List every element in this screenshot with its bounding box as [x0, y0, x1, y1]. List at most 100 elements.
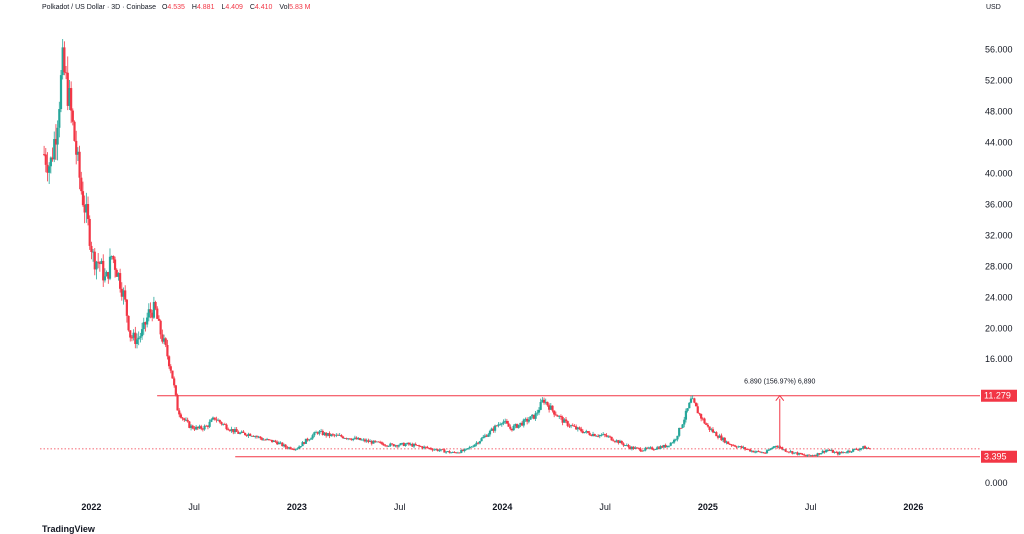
candle-body	[625, 445, 628, 446]
support-price-tag: 3.395	[981, 450, 1017, 463]
candle	[549, 403, 552, 410]
candle	[610, 436, 613, 441]
candle-body	[544, 401, 547, 403]
candle	[362, 438, 365, 442]
candle-body	[206, 426, 210, 427]
candle	[43, 145, 46, 157]
candle	[352, 438, 355, 442]
candle-body	[510, 428, 514, 431]
candle	[103, 268, 107, 283]
candle	[575, 424, 578, 430]
candle-body	[806, 454, 809, 456]
candle	[804, 454, 807, 457]
candle	[865, 446, 868, 449]
candle	[487, 432, 490, 438]
candle-body	[191, 425, 194, 429]
candle-body	[450, 452, 453, 454]
candle-body	[272, 440, 275, 443]
candle	[715, 431, 718, 437]
candle-body	[710, 429, 713, 431]
candle	[71, 108, 74, 126]
candle-body	[764, 452, 767, 454]
candle-body	[735, 446, 738, 448]
candle	[451, 451, 454, 453]
candle	[791, 450, 794, 455]
candle-body	[732, 445, 735, 447]
candle	[198, 424, 201, 430]
candle	[426, 445, 429, 449]
candle-body	[347, 438, 350, 440]
candle-body	[281, 442, 284, 447]
candle-body	[412, 444, 416, 447]
candle-body	[426, 447, 429, 449]
candle	[836, 451, 840, 456]
candle-body	[520, 422, 524, 426]
candle	[230, 426, 233, 433]
candle-body	[44, 154, 47, 165]
candle-body	[754, 451, 757, 453]
close-value: 4.410	[254, 4, 273, 11]
candle	[368, 439, 372, 442]
candle	[531, 414, 534, 419]
candle	[664, 443, 667, 448]
candle	[323, 432, 326, 436]
candle	[63, 41, 66, 76]
candle-body	[164, 338, 167, 345]
candle	[527, 416, 530, 424]
candle-body	[117, 273, 120, 277]
candle-body	[607, 436, 610, 438]
candle-body	[91, 251, 95, 253]
candle	[716, 435, 720, 440]
candle	[237, 430, 240, 435]
candle	[44, 147, 47, 173]
candle-body	[309, 438, 313, 440]
candle	[107, 271, 110, 284]
candle-body	[271, 439, 274, 443]
candle	[189, 424, 193, 431]
candle	[166, 339, 169, 360]
brand-label: TradingView	[42, 524, 95, 534]
candle	[520, 421, 524, 427]
candle	[291, 448, 294, 450]
levels	[40, 395, 980, 458]
candle-body	[438, 450, 441, 452]
candle	[274, 439, 277, 443]
candle	[833, 451, 836, 454]
candle	[743, 446, 747, 451]
candle-body	[446, 451, 449, 452]
candle-body	[819, 453, 823, 455]
symbol-title: Polkadot / US Dollar · 3D · Coinbase	[42, 4, 156, 11]
candle-body	[640, 450, 644, 452]
candle	[760, 451, 764, 454]
candle	[757, 450, 760, 453]
candle-body	[639, 448, 642, 451]
candle	[161, 329, 164, 344]
candle	[593, 433, 596, 437]
candle-body	[176, 394, 179, 411]
candle	[254, 435, 257, 439]
candle-body	[228, 430, 231, 431]
candle	[93, 248, 96, 276]
candle-body	[225, 424, 228, 430]
candle-body	[833, 452, 836, 453]
candle-body	[581, 431, 584, 434]
candle	[644, 446, 647, 452]
measure-arrow	[775, 394, 785, 402]
candle	[73, 120, 76, 142]
candle	[431, 448, 434, 452]
candle-body	[147, 309, 150, 318]
candle-body	[156, 308, 159, 319]
candle-body	[276, 441, 279, 445]
candle-body	[264, 439, 267, 441]
candle	[120, 282, 123, 301]
candle-body	[124, 290, 127, 300]
candle-body	[767, 450, 770, 451]
candle	[762, 451, 765, 454]
candle-body	[152, 302, 155, 318]
candle-body	[696, 406, 699, 414]
candle	[573, 424, 576, 427]
candle-body	[575, 426, 578, 430]
candle	[749, 448, 752, 452]
candle	[797, 452, 801, 456]
